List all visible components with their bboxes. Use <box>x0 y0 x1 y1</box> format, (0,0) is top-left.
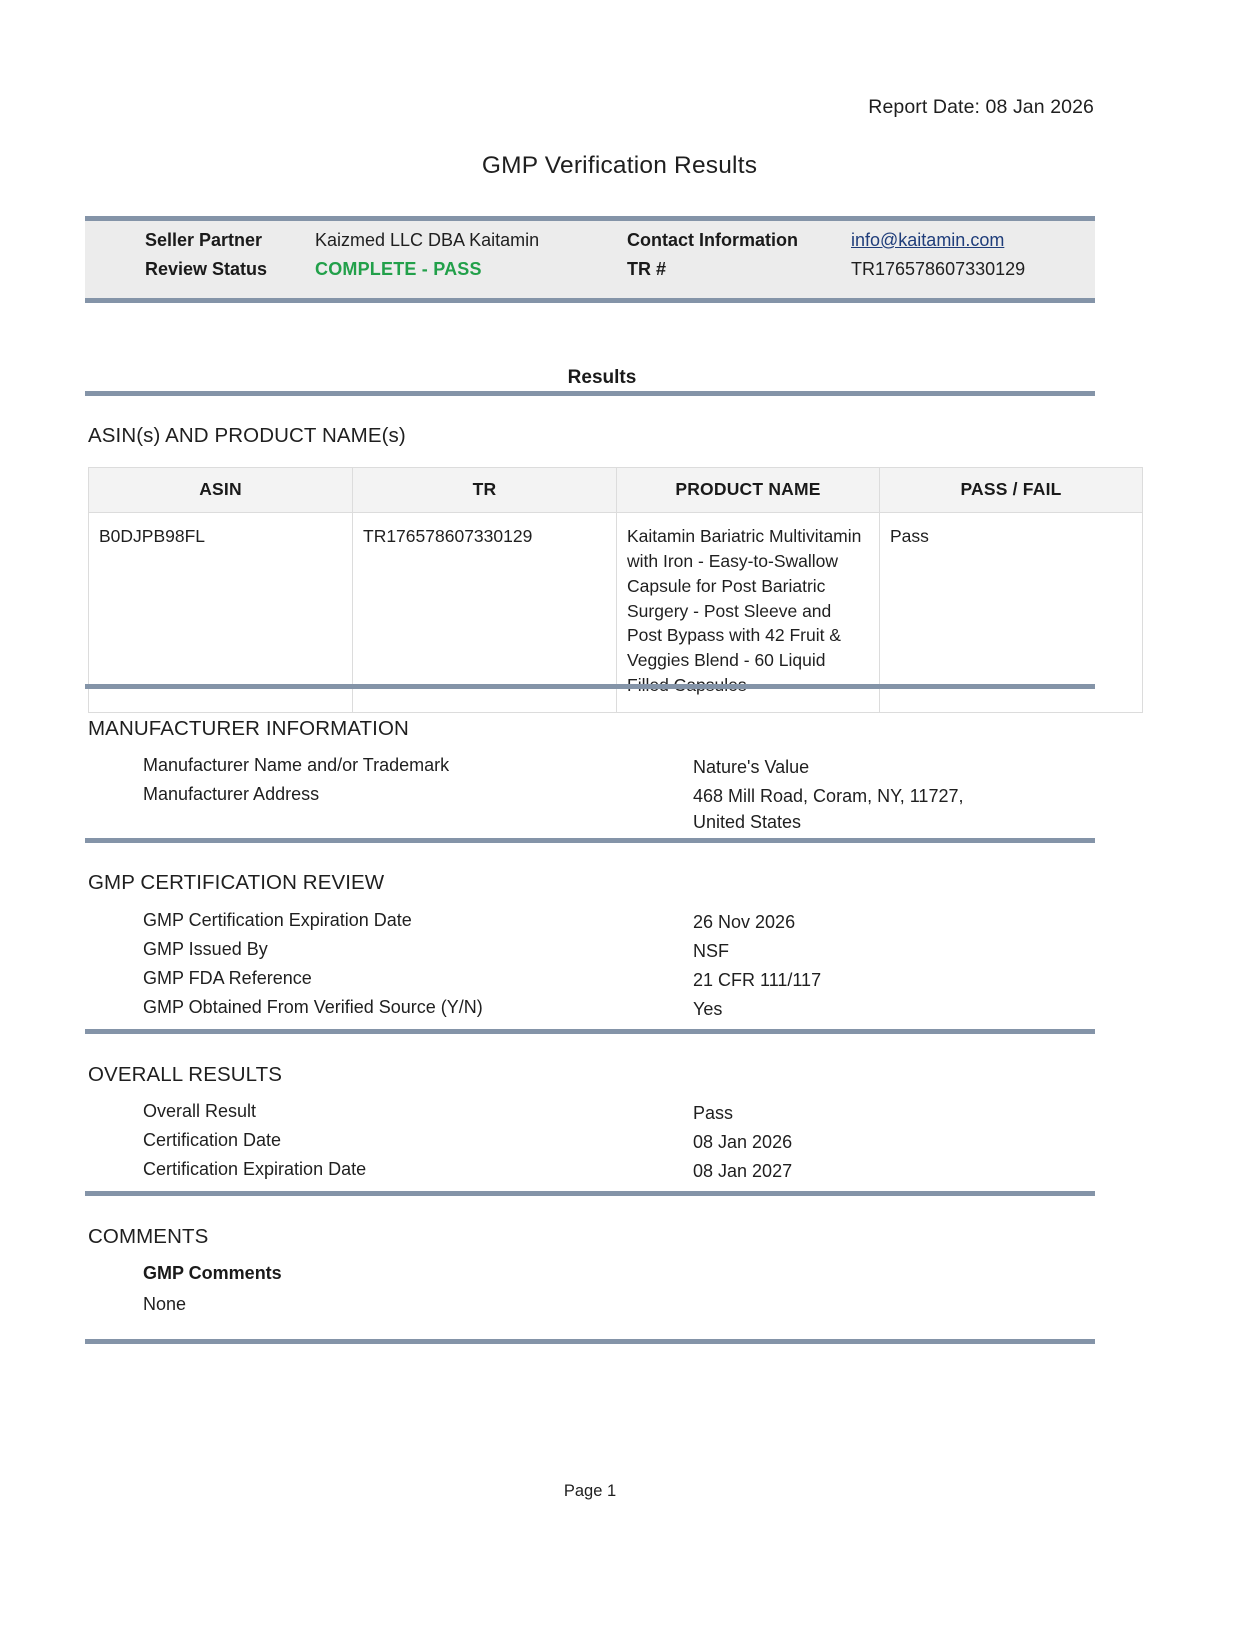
gmp-details: GMP Certification Expiration Date 26 Nov… <box>143 910 1093 1026</box>
review-status-label: Review Status <box>145 259 268 279</box>
detail-key: GMP Issued By <box>143 939 268 959</box>
page-title: GMP Verification Results <box>481 152 758 179</box>
results-banner: Results <box>85 367 1095 389</box>
summary-row-2: Review Status COMPLETE - PASS TR # TR176… <box>85 259 1095 288</box>
contact-information-value: info@kaitamin.com <box>851 230 1035 251</box>
detail-value: 26 Nov 2026 <box>693 912 796 932</box>
detail-row: GMP Certification Expiration Date 26 Nov… <box>143 910 1093 939</box>
cell-asin: B0DJPB98FL <box>88 512 353 713</box>
page-footer: Page 1 <box>0 1482 1180 1501</box>
detail-row: Overall Result Pass <box>143 1101 1093 1130</box>
section-heading-comments: COMMENTS <box>88 1225 209 1248</box>
seller-partner-label: Seller Partner <box>145 230 263 250</box>
detail-value: 21 CFR 111/117 <box>693 970 822 990</box>
divider-comments <box>85 1191 1095 1196</box>
column-header-asin: ASIN <box>88 467 353 513</box>
report-date: Report Date: 08 Jan 2026 <box>868 96 1094 118</box>
manufacturer-details: Manufacturer Name and/or Trademark Natur… <box>143 755 1093 835</box>
detail-row: Certification Date 08 Jan 2026 <box>143 1130 1093 1159</box>
tr-number-label: TR # <box>627 259 667 279</box>
column-header-product-name: PRODUCT NAME <box>616 467 880 513</box>
divider-manufacturer <box>85 684 1095 689</box>
status-badge: COMPLETE - PASS <box>315 259 482 279</box>
summary-row-1: Seller Partner Kaizmed LLC DBA Kaitamin … <box>85 230 1095 259</box>
gmp-comments-value: None <box>143 1294 187 1314</box>
results-banner-label: Results <box>567 367 637 388</box>
table-header-row: ASIN TR PRODUCT NAME PASS / FAIL <box>88 467 1143 513</box>
detail-value: 08 Jan 2027 <box>693 1161 793 1181</box>
detail-row: GMP FDA Reference 21 CFR 111/117 <box>143 968 1093 997</box>
detail-key: Certification Date <box>143 1130 282 1150</box>
column-header-pass-fail: PASS / FAIL <box>879 467 1143 513</box>
section-heading-asin: ASIN(s) AND PRODUCT NAME(s) <box>88 424 406 447</box>
detail-row: GMP Issued By NSF <box>143 939 1093 968</box>
review-status-value: COMPLETE - PASS <box>315 259 627 280</box>
divider-gmp <box>85 838 1095 843</box>
column-header-tr: TR <box>352 467 617 513</box>
cell-tr: TR176578607330129 <box>352 512 617 713</box>
overall-details: Overall Result Pass Certification Date 0… <box>143 1101 1093 1188</box>
divider-footer <box>85 1339 1095 1344</box>
summary-info-box: Seller Partner Kaizmed LLC DBA Kaitamin … <box>85 216 1095 303</box>
page-number-label: Page 1 <box>563 1482 617 1500</box>
detail-key: Manufacturer Address <box>143 784 320 804</box>
seller-partner-value: Kaizmed LLC DBA Kaitamin <box>315 230 540 250</box>
divider-overall <box>85 1029 1095 1034</box>
table-row: B0DJPB98FL TR176578607330129 Kaitamin Ba… <box>88 512 1143 713</box>
detail-value: Nature's Value <box>693 757 810 777</box>
divider-results <box>85 391 1095 396</box>
detail-row: Manufacturer Address 468 Mill Road, Cora… <box>143 784 1093 835</box>
section-heading-manufacturer: MANUFACTURER INFORMATION <box>88 717 409 740</box>
detail-row: Certification Expiration Date 08 Jan 202… <box>143 1159 1093 1188</box>
detail-key: Manufacturer Name and/or Trademark <box>143 755 450 775</box>
tr-number-value: TR176578607330129 <box>851 259 1026 279</box>
detail-row: GMP Obtained From Verified Source (Y/N) … <box>143 997 1093 1026</box>
section-heading-overall: OVERALL RESULTS <box>88 1063 283 1086</box>
detail-value: 468 Mill Road, Coram, NY, 11727, United … <box>693 786 964 832</box>
comments-details: GMP Comments None <box>143 1263 1093 1315</box>
detail-value: Yes <box>693 999 723 1019</box>
contact-email-link[interactable]: info@kaitamin.com <box>851 230 1005 250</box>
detail-key: Overall Result <box>143 1101 257 1121</box>
gmp-comments-label: GMP Comments <box>143 1263 282 1283</box>
detail-key: GMP Certification Expiration Date <box>143 910 412 930</box>
detail-value: Pass <box>693 1103 734 1123</box>
section-heading-gmp: GMP CERTIFICATION REVIEW <box>88 871 385 894</box>
cell-pass-fail: Pass <box>879 512 1143 713</box>
detail-value: NSF <box>693 941 729 961</box>
cell-product-name: Kaitamin Bariatric Multivitamin with Iro… <box>616 512 880 713</box>
detail-row: Manufacturer Name and/or Trademark Natur… <box>143 755 1093 784</box>
detail-key: GMP FDA Reference <box>143 968 312 988</box>
detail-value: 08 Jan 2026 <box>693 1132 793 1152</box>
contact-information-label: Contact Information <box>627 230 798 250</box>
detail-key: GMP Obtained From Verified Source (Y/N) <box>143 997 483 1017</box>
asin-product-table: ASIN TR PRODUCT NAME PASS / FAIL B0DJPB9… <box>88 467 1143 713</box>
detail-key: Certification Expiration Date <box>143 1159 367 1179</box>
